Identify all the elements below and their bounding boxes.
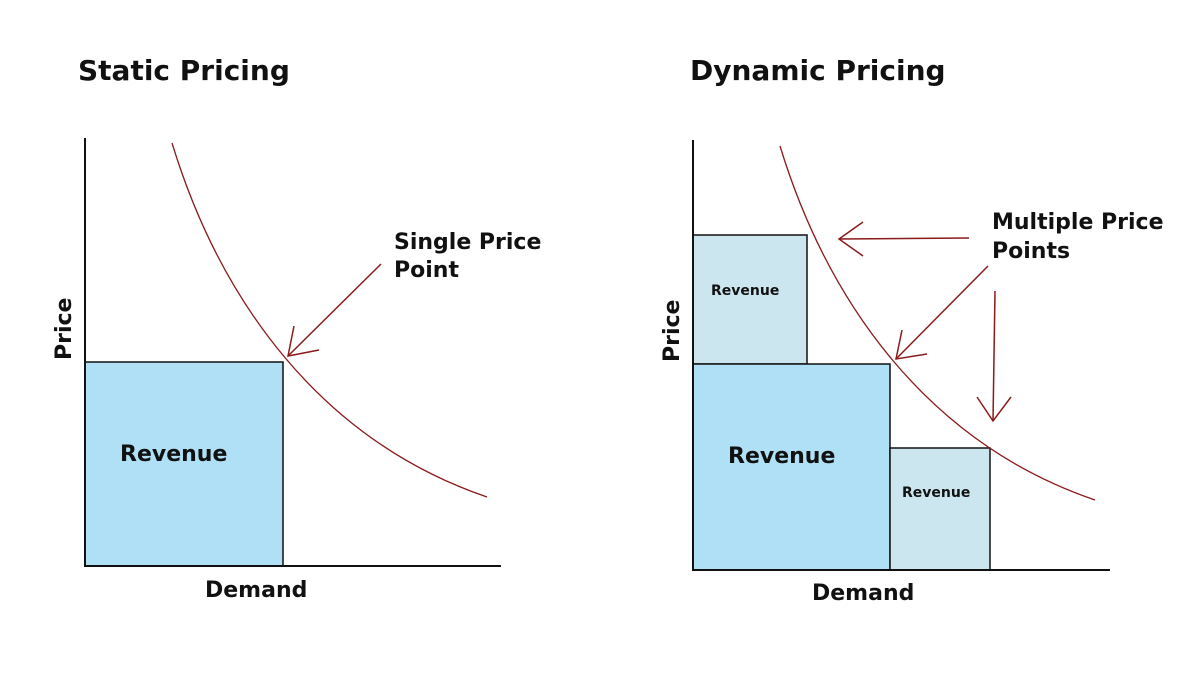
y-axis-label: Price	[660, 300, 685, 362]
annotation-line-2: Points	[992, 239, 1070, 264]
annotation-line-1: Multiple Price	[992, 210, 1164, 235]
revenue-label-small: Revenue	[711, 283, 779, 299]
revenue-label-main: Revenue	[728, 444, 835, 469]
revenue-label-small: Revenue	[902, 485, 970, 501]
demand-curve	[779, 145, 1096, 501]
dynamic-title: Dynamic Pricing	[690, 54, 946, 87]
static-pricing-panel: Static Pricing Revenue Single Price Poin…	[52, 54, 541, 603]
revenue-area	[84, 361, 284, 567]
demand-curve	[171, 142, 488, 498]
revenue-label: Revenue	[120, 442, 227, 467]
x-axis-label: Demand	[812, 581, 914, 606]
revenue-area-high-price	[692, 234, 808, 365]
y-axis-label: Price	[52, 298, 77, 360]
static-title: Static Pricing	[78, 54, 290, 87]
annotation-line-1: Single Price	[394, 230, 541, 255]
arrow-icon	[837, 221, 970, 257]
annotation-line-2: Point	[394, 258, 459, 283]
revenue-area-low-price	[889, 447, 991, 571]
arrow-icon	[895, 265, 989, 360]
x-axis-label: Demand	[205, 578, 307, 603]
arrow-icon	[287, 263, 382, 357]
arrow-icon	[976, 290, 1012, 423]
dynamic-pricing-panel: Dynamic Pricing Revenue Revenue Revenue …	[660, 54, 1164, 606]
revenue-area-main	[692, 363, 891, 571]
